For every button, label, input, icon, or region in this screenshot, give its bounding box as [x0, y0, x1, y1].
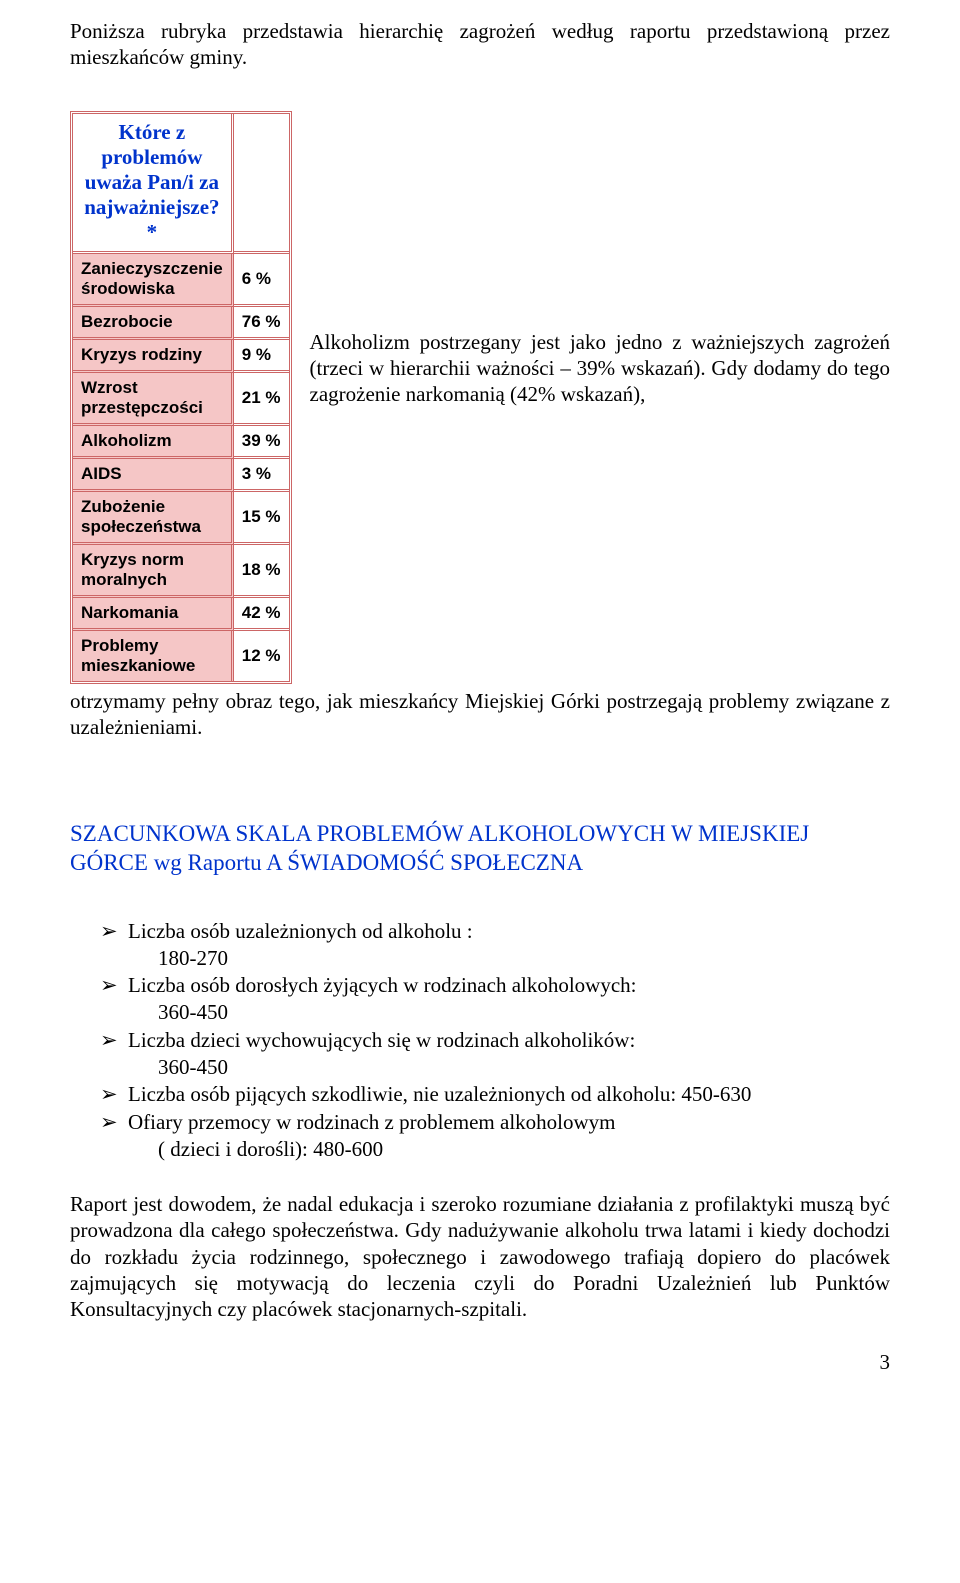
table-row: Bezrobocie76 %: [73, 307, 289, 340]
list-item-sub: 360-450: [158, 999, 890, 1026]
aside-paragraph: Alkoholizm postrzegany jest jako jedno z…: [292, 111, 891, 408]
list-item-text: Ofiary przemocy w rodzinach z problemem …: [128, 1109, 890, 1136]
table-value-cell: 18 %: [234, 545, 289, 598]
bullet-list: ➢Liczba osób uzależnionych od alkoholu :…: [100, 918, 890, 1164]
list-item: ➢Liczba dzieci wychowujących się w rodzi…: [100, 1027, 890, 1054]
table-value-cell: 9 %: [234, 340, 289, 373]
list-item-sub: ( dzieci i dorośli): 480-600: [158, 1136, 890, 1163]
table-value-cell: 3 %: [234, 459, 289, 492]
list-item: ➢Liczba osób dorosłych żyjących w rodzin…: [100, 972, 890, 999]
table-label-cell: Kryzys norm moralnych: [73, 545, 234, 598]
page-number: 3: [70, 1350, 890, 1375]
table-label-cell: Wzrost przestępczości: [73, 373, 234, 426]
table-value-cell: 6 %: [234, 254, 289, 307]
list-item-text: Liczba dzieci wychowujących się w rodzin…: [128, 1027, 890, 1054]
table-label-cell: Kryzys rodziny: [73, 340, 234, 373]
table-row: Problemy mieszkaniowe12 %: [73, 631, 289, 681]
table-label-cell: AIDS: [73, 459, 234, 492]
table-label-cell: Zubożenie społeczeństwa: [73, 492, 234, 545]
body-continuation: otrzymamy pełny obraz tego, jak mieszkań…: [70, 688, 890, 741]
table-row: AIDS3 %: [73, 459, 289, 492]
table-label-cell: Alkoholizm: [73, 426, 234, 459]
table-value-cell: 76 %: [234, 307, 289, 340]
table-value-cell: 42 %: [234, 598, 289, 631]
list-item: ➢Ofiary przemocy w rodzinach z problemem…: [100, 1109, 890, 1136]
table-value-cell: 15 %: [234, 492, 289, 545]
list-item-sub: 360-450: [158, 1054, 890, 1081]
table-label-cell: Zanieczyszczenie środowiska: [73, 254, 234, 307]
list-item: ➢Liczba osób uzależnionych od alkoholu :: [100, 918, 890, 945]
table-row: Kryzys rodziny9 %: [73, 340, 289, 373]
table-label-cell: Bezrobocie: [73, 307, 234, 340]
problems-table: Które z problemów uważa Pan/i za najważn…: [70, 111, 292, 684]
table-value-cell: 39 %: [234, 426, 289, 459]
section-heading: SZACUNKOWA SKALA PROBLEMÓW ALKOHOLOWYCH …: [70, 820, 890, 878]
table-row: Zanieczyszczenie środowiska6 %: [73, 254, 289, 307]
list-item-text: Liczba osób pijących szkodliwie, nie uza…: [128, 1081, 890, 1108]
table-label-cell: Problemy mieszkaniowe: [73, 631, 234, 681]
table-row: Kryzys norm moralnych18 %: [73, 545, 289, 598]
list-item: ➢Liczba osób pijących szkodliwie, nie uz…: [100, 1081, 890, 1108]
table-body: Zanieczyszczenie środowiska6 %Bezrobocie…: [73, 254, 289, 681]
table-value-cell: 12 %: [234, 631, 289, 681]
arrow-icon: ➢: [100, 1027, 128, 1054]
table-row: Alkoholizm39 %: [73, 426, 289, 459]
arrow-icon: ➢: [100, 972, 128, 999]
table-header-title: Które z problemów uważa Pan/i za najważn…: [73, 114, 234, 254]
arrow-icon: ➢: [100, 1081, 128, 1108]
intro-paragraph: Poniższa rubryka przedstawia hierarchię …: [70, 18, 890, 71]
table-row: Narkomania42 %: [73, 598, 289, 631]
table-and-aside-wrap: Które z problemów uważa Pan/i za najważn…: [70, 111, 890, 684]
table-header-blank: [234, 114, 289, 254]
arrow-icon: ➢: [100, 918, 128, 945]
table-row: Wzrost przestępczości21 %: [73, 373, 289, 426]
list-item-text: Liczba osób dorosłych żyjących w rodzina…: [128, 972, 890, 999]
table-row: Zubożenie społeczeństwa15 %: [73, 492, 289, 545]
list-item-sub: 180-270: [158, 945, 890, 972]
table-label-cell: Narkomania: [73, 598, 234, 631]
list-item-text: Liczba osób uzależnionych od alkoholu :: [128, 918, 890, 945]
table-value-cell: 21 %: [234, 373, 289, 426]
closing-paragraph: Raport jest dowodem, że nadal edukacja i…: [70, 1191, 890, 1322]
arrow-icon: ➢: [100, 1109, 128, 1136]
